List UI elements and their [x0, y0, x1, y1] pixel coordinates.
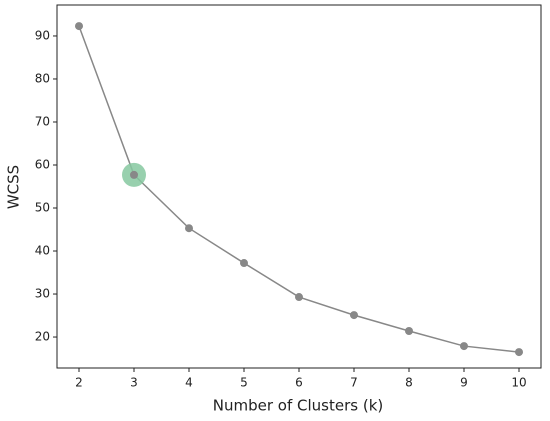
x-axis-label: Number of Clusters (k): [213, 397, 383, 415]
point: [240, 259, 248, 268]
point: [295, 293, 303, 302]
x-tick-label: 10: [511, 376, 526, 390]
y-tick-label: 80: [35, 71, 50, 85]
y-tick-label: 20: [35, 330, 50, 344]
point: [460, 342, 468, 351]
point: [515, 348, 523, 357]
plot-frame: [56, 4, 542, 369]
x-tick-label: 7: [350, 376, 358, 390]
x-tick-label: 9: [460, 376, 468, 390]
point: [185, 224, 193, 233]
point: [130, 170, 138, 179]
line: [78, 25, 520, 353]
point: [350, 311, 358, 320]
y-tick-label: 90: [35, 28, 50, 42]
x-tick-label: 6: [295, 376, 303, 390]
point: [405, 327, 413, 336]
y-tick-label: 50: [35, 201, 50, 215]
x-tick-label: 5: [240, 376, 248, 390]
x-tick-label: 8: [405, 376, 413, 390]
y-axis-label: WCSS: [5, 165, 23, 209]
y-tick-label: 70: [35, 114, 50, 128]
x-tick-label: 4: [185, 376, 193, 390]
y-tick-label: 30: [35, 287, 50, 301]
y-tick-label: 60: [35, 157, 50, 171]
point: [75, 22, 83, 31]
y-tick-label: 40: [35, 244, 50, 258]
x-tick-label: 3: [130, 376, 138, 390]
x-tick-label: 2: [75, 376, 83, 390]
